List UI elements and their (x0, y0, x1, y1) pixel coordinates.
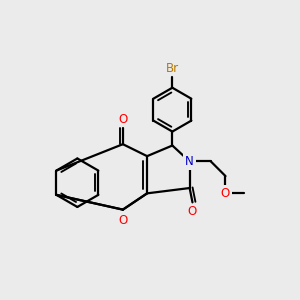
Text: O: O (118, 112, 128, 126)
Text: O: O (221, 187, 230, 200)
Text: O: O (118, 214, 128, 227)
Text: O: O (188, 205, 197, 218)
Text: N: N (185, 155, 194, 168)
Text: Br: Br (166, 62, 179, 75)
